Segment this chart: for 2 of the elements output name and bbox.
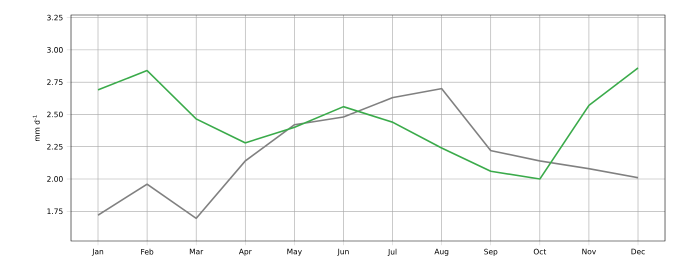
line-series (97, 88, 639, 220)
line-series (97, 67, 639, 180)
